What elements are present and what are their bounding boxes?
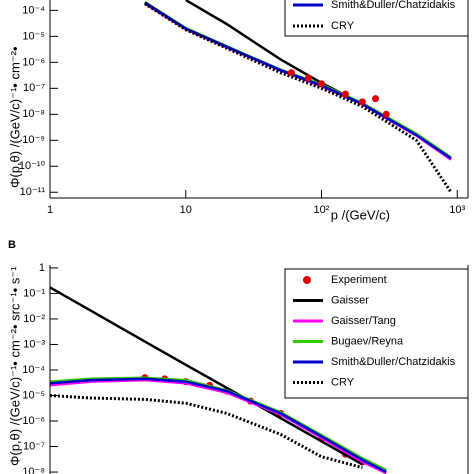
y-tick-label: 10⁻⁷ xyxy=(23,82,45,94)
plot xyxy=(144,0,453,194)
curve xyxy=(50,377,387,474)
legend-marker xyxy=(303,276,311,284)
y-tick-label: 10⁻³ xyxy=(23,338,45,350)
data-point xyxy=(372,95,380,103)
panel-label: B xyxy=(8,239,16,251)
curve xyxy=(50,394,363,470)
data-point xyxy=(341,90,349,98)
legend-label: Gaisser/Tang xyxy=(331,315,396,327)
y-tick-label: 10⁻¹⁰ xyxy=(19,160,46,172)
y-tick-label: 1 xyxy=(39,262,45,274)
y-tick-label: 10⁻⁷ xyxy=(23,440,45,452)
curve xyxy=(144,1,452,160)
plot xyxy=(50,286,387,474)
legend-label: CRY xyxy=(331,20,355,32)
legend-box xyxy=(284,268,469,399)
y-tick-label: 10⁻⁹ xyxy=(22,134,45,146)
data-point xyxy=(287,69,295,77)
y-tick-label: 10⁻¹¹ xyxy=(20,186,46,198)
y-tick-label: 10⁻⁸ xyxy=(22,108,45,120)
y-tick-label: 10⁻² xyxy=(23,313,45,325)
y-tick-label: 10⁻¹ xyxy=(23,287,45,299)
curve xyxy=(50,286,364,466)
data-point xyxy=(304,74,312,82)
y-axis-label: Φ(p,θ) /(GeV/c)⁻¹• cm⁻²• src⁻¹• s⁻¹ xyxy=(7,266,22,466)
y-tick-label: 10⁻⁵ xyxy=(22,389,45,401)
legend-label: Smith&Duller/Chatzidakis xyxy=(331,0,456,11)
y-tick-label: 10⁻⁶ xyxy=(22,415,45,427)
legend-label: Experiment xyxy=(331,274,387,286)
y-axis-label: Φ(p,θ) /(GeV/c)⁻¹• cm⁻²• xyxy=(7,46,22,188)
legend-label: Smith&Duller/Chatzidakis xyxy=(331,356,456,368)
legend-label: Gaisser xyxy=(331,294,369,306)
y-tick-label: 10⁻⁶ xyxy=(22,56,45,68)
data-point xyxy=(382,110,390,118)
x-tick-label: 10 xyxy=(180,204,192,216)
x-axis-label: p /(GeV/c) xyxy=(331,207,390,222)
y-tick-label: 10⁻⁴ xyxy=(22,4,45,16)
curve xyxy=(50,378,387,474)
legend-label: CRY xyxy=(331,376,355,388)
y-tick-label: 10⁻⁵ xyxy=(22,30,45,42)
x-tick-label: 10³ xyxy=(449,204,465,216)
y-tick-label: 10⁻⁸ xyxy=(22,466,45,474)
data-point xyxy=(358,98,366,106)
x-tick-label: 10² xyxy=(314,204,330,216)
data-point xyxy=(318,80,326,88)
legend-label: Bugaev/Reyna xyxy=(331,335,404,347)
x-tick-label: 1 xyxy=(47,204,53,216)
y-tick-label: 10⁻⁴ xyxy=(22,364,45,376)
